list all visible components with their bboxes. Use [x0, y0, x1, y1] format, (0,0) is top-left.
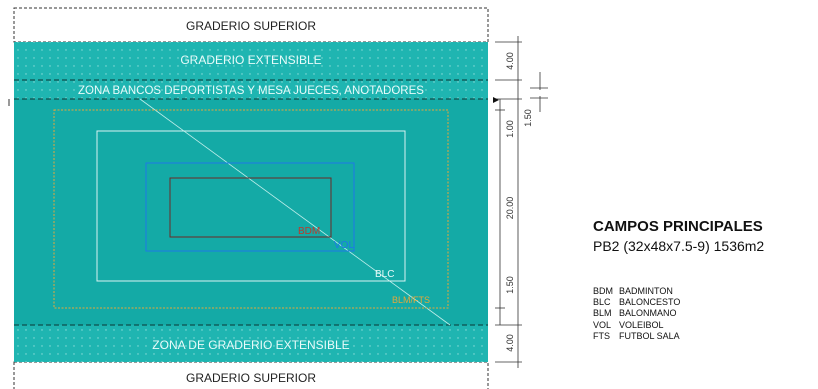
vol-court: [145, 162, 355, 252]
dimension-bench-2: 1.50: [523, 109, 533, 127]
vol-label: VOL: [334, 240, 354, 251]
legend-item: FTS FUTBOL SALA: [593, 330, 680, 341]
court-diagonal: [139, 98, 451, 326]
bottom-extensible-label: ZONA DE GRADERIO EXTENSIBLE: [152, 338, 349, 352]
legend-item: VOL VOLEIBOL: [593, 319, 664, 330]
top-stand-area: [13, 7, 489, 43]
dimension-bench-1: 1.00: [505, 120, 515, 138]
bottom-stand-label: GRADERIO SUPERIOR: [186, 371, 316, 385]
legend-item: BLM BALONMANO: [593, 308, 677, 319]
legend-item: BDM BADMINTON: [593, 286, 673, 296]
blm-fts-label: BLM/FTS: [392, 295, 430, 305]
bdm-label: BDM: [298, 226, 320, 237]
dimension-bottom-margin: 1.50: [505, 276, 515, 294]
blm-fts-court: [53, 109, 449, 309]
legend-title: CAMPOS PRINCIPALES: [593, 218, 763, 235]
dimension-top-extensible: 4.00: [505, 52, 515, 70]
legend-subtitle: PB2 (32x48x7.5-9) 1536m2: [593, 238, 765, 254]
dimension-lines: [495, 36, 548, 368]
top-extensible-label: GRADERIO EXTENSIBLE: [180, 53, 321, 67]
bench-zone-label: ZONA BANCOS DEPORTISTAS Y MESA JUECES, A…: [78, 85, 424, 97]
blc-court: [96, 130, 406, 282]
legend-item: BLC BALONCESTO: [593, 297, 681, 308]
bdm-court: [169, 177, 332, 238]
top-stand-label: GRADERIO SUPERIOR: [186, 19, 316, 33]
dimension-bottom-extensible: 4.00: [505, 334, 515, 352]
dimension-court: 20.00: [505, 197, 515, 220]
legend-list: BDM BADMINTON BLC BALONCESTO BLM BALONMANO …: [593, 286, 680, 342]
bottom-stand-area: [13, 361, 489, 389]
blc-label: BLC: [375, 269, 394, 280]
